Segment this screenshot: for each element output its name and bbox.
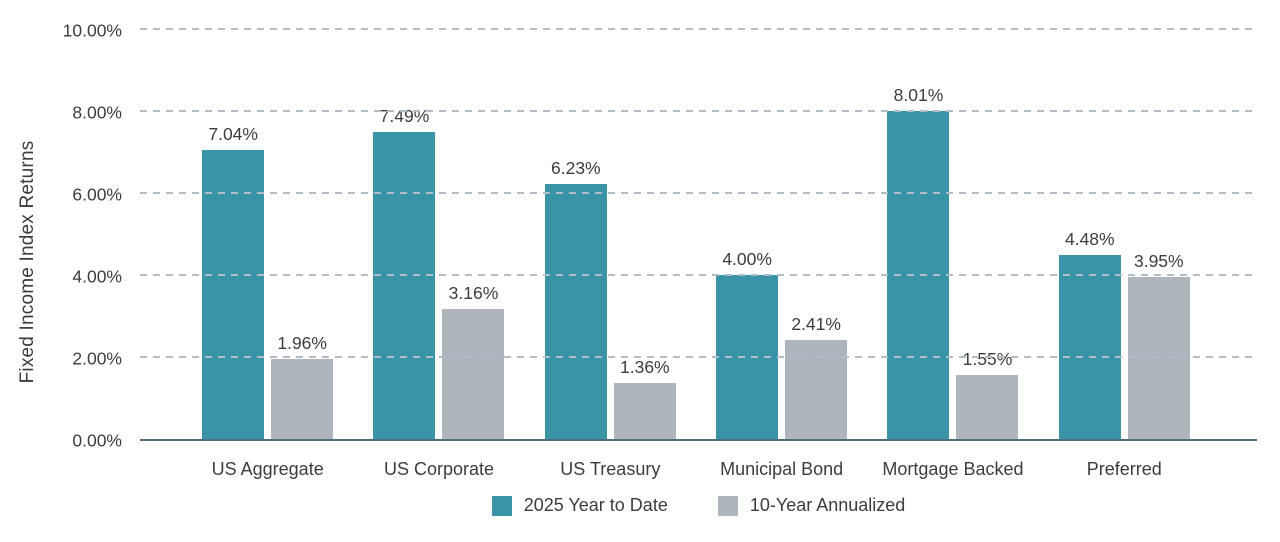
- gridline-10-00: [140, 28, 1257, 30]
- x-axis-label-us-aggregate: US Aggregate: [211, 459, 324, 479]
- bar-value-label: 2.41%: [791, 314, 841, 335]
- bar-2025-year-to-date-preferred: 4.48%: [1058, 229, 1121, 439]
- legend-label: 10-Year Annualized: [749, 495, 906, 515]
- bar-value-label: 3.16%: [448, 283, 499, 304]
- bar-value-label: 4.48%: [1064, 229, 1115, 250]
- y-tick-label-0-00: 0.00%: [72, 430, 122, 451]
- x-axis-label-preferred: Preferred: [1086, 459, 1162, 479]
- bar-2025-year-to-date-us-treasury: 6.23%: [544, 158, 607, 439]
- category-band-preferred: 4.48% 3.95%: [1039, 31, 1210, 439]
- x-axis-label-municipal-bond: Municipal Bond: [720, 459, 844, 479]
- plot-area: 7.04% 1.96% 7.49% 3.16% 6.23% 1.36% 4.00% 2.41%…: [140, 28, 1257, 441]
- bar-10-year-annualized-us-treasury: 1.36%: [613, 357, 676, 439]
- gridline-6-00: [140, 192, 1257, 194]
- legend-swatch-icon: [717, 495, 738, 516]
- y-axis-title: Fixed Income Index Returns: [17, 140, 38, 384]
- bar-value-label: 1.36%: [620, 357, 670, 378]
- legend: 2025 Year to Date 10-Year Annualized: [140, 495, 1257, 517]
- category-band-us-aggregate: 7.04% 1.96%: [182, 31, 353, 439]
- bar-value-label: 6.23%: [551, 157, 601, 178]
- category-band-mortgage-backed: 8.01% 1.55%: [867, 31, 1038, 439]
- legend-item-10-year-annualized: 10-Year Annualized: [717, 495, 906, 517]
- y-tick-label-2-00: 2.00%: [72, 348, 122, 369]
- bars-area: 7.04% 1.96% 7.49% 3.16% 6.23% 1.36% 4.00% 2.41%…: [182, 31, 1210, 439]
- y-tick-label-10-00: 10.00%: [62, 20, 122, 41]
- legend-item-2025-year-to-date: 2025 Year to Date: [491, 495, 668, 517]
- x-axis-label-us-treasury: US Treasury: [560, 459, 661, 479]
- gridline-4-00: [140, 274, 1257, 276]
- category-band-us-corporate: 7.49% 3.16%: [353, 31, 524, 439]
- legend-swatch-icon: [491, 495, 512, 516]
- bar-value-label: 8.01%: [893, 84, 944, 105]
- gridline-2-00: [140, 356, 1257, 358]
- bar-value-label: 3.95%: [1133, 251, 1184, 272]
- bar-value-label: 7.04%: [208, 124, 258, 145]
- category-band-us-treasury: 6.23% 1.36%: [525, 31, 696, 439]
- x-axis-labels: US Aggregate US Corporate US Treasury Munic…: [182, 458, 1210, 480]
- bar-10-year-annualized-us-aggregate: 1.96%: [271, 333, 334, 439]
- y-tick-label-8-00: 8.00%: [72, 102, 122, 123]
- gridline-8-00: [140, 110, 1257, 112]
- category-band-municipal-bond: 4.00% 2.41%: [696, 31, 867, 439]
- bar-value-label: 1.96%: [277, 332, 327, 353]
- bar-value-label: 1.55%: [962, 349, 1013, 370]
- bar-10-year-annualized-us-corporate: 3.16%: [442, 283, 505, 439]
- legend-label: 2025 Year to Date: [523, 495, 668, 515]
- bar-10-year-annualized-mortgage-backed: 1.55%: [956, 349, 1019, 439]
- x-axis-label-mortgage-backed: Mortgage Backed: [882, 459, 1024, 479]
- bar-2025-year-to-date-us-aggregate: 7.04%: [202, 124, 265, 439]
- bar-2025-year-to-date-us-corporate: 7.49%: [373, 106, 436, 439]
- x-axis-label-us-corporate: US Corporate: [383, 459, 495, 479]
- y-tick-label-4-00: 4.00%: [72, 266, 122, 287]
- y-tick-label-6-00: 6.00%: [72, 184, 122, 205]
- bar-value-label: 4.00%: [722, 249, 772, 269]
- bar-10-year-annualized-preferred: 3.95%: [1127, 251, 1190, 439]
